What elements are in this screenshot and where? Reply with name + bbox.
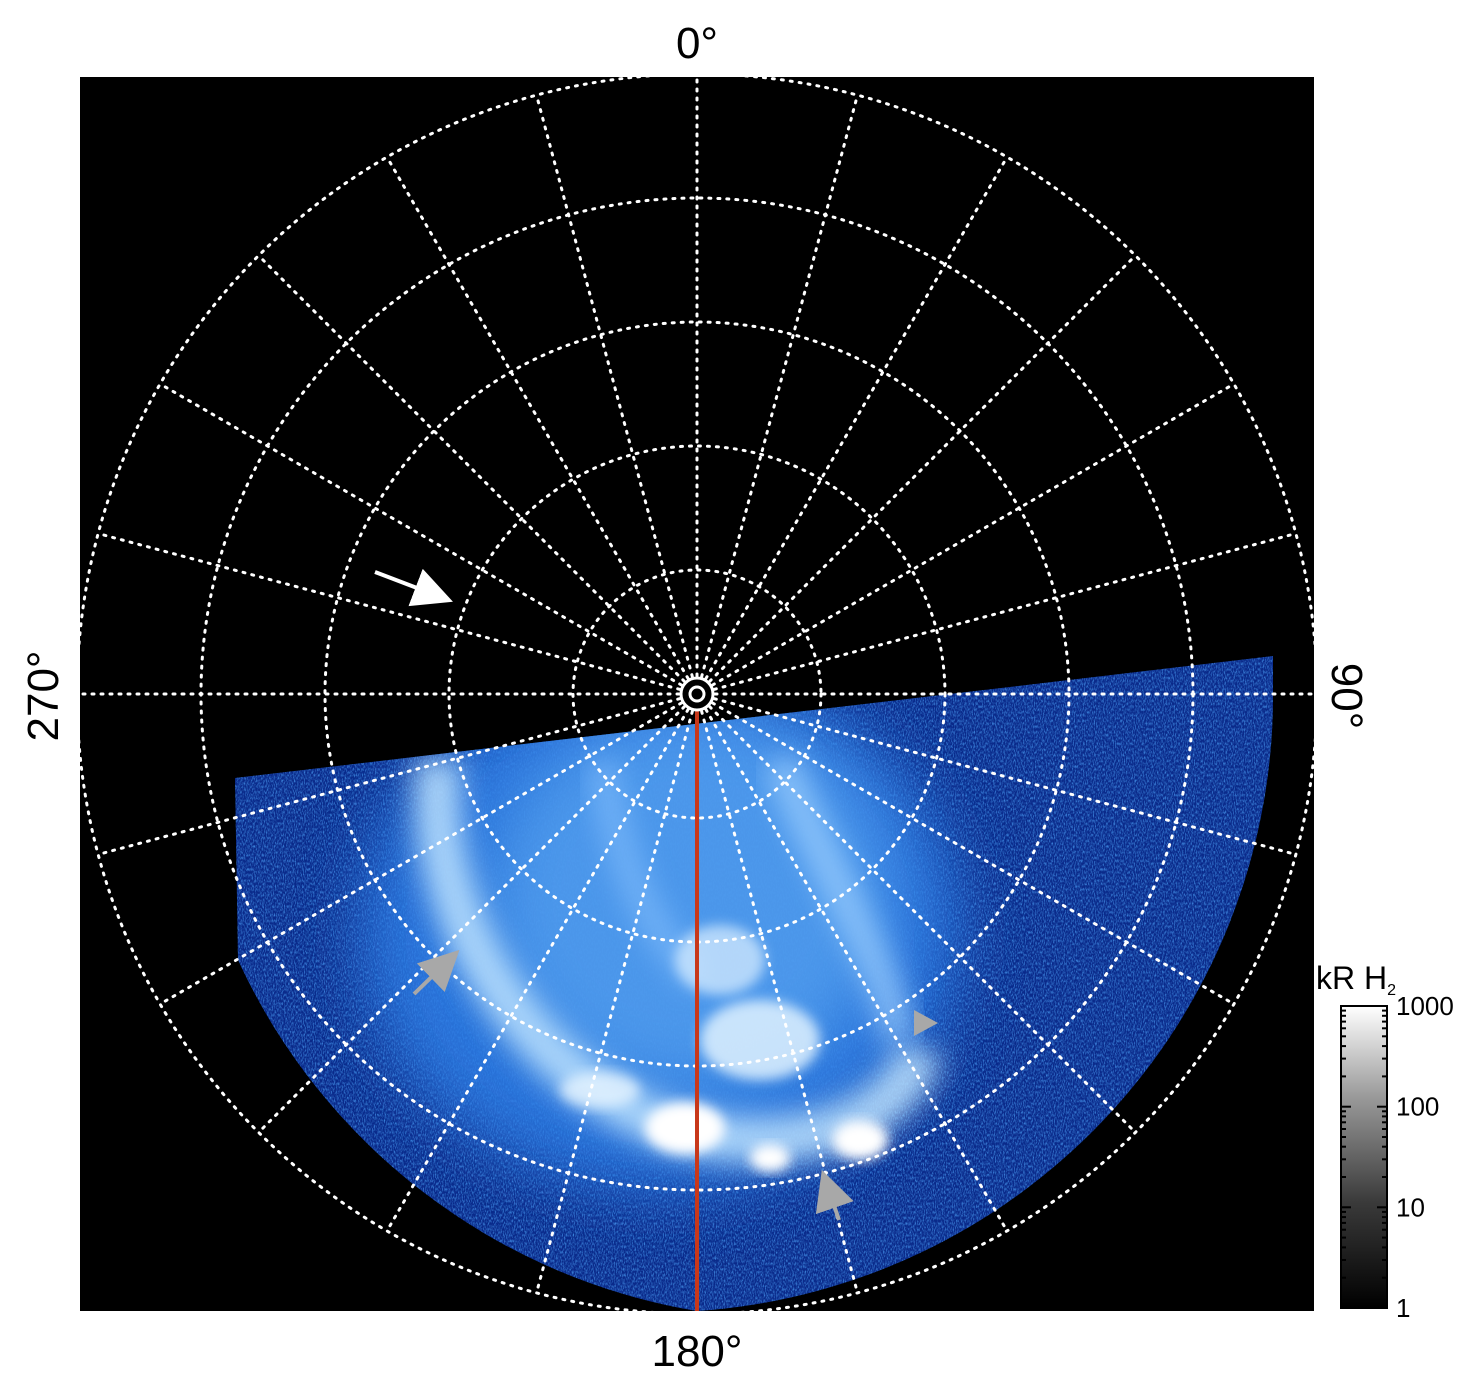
- colorbar-tick-label: 1000: [1396, 991, 1454, 1021]
- arrow-grey-bottom: [815, 1169, 854, 1221]
- longitude-label-top: 0°: [676, 19, 718, 68]
- arrow-grey-left: [412, 949, 460, 996]
- colorbar-tick-label: 10: [1396, 1192, 1425, 1222]
- arrow-grey-right: [914, 1010, 938, 1036]
- colorbar-tick-label: 100: [1396, 1092, 1439, 1122]
- colorbar-tick-label: 1: [1396, 1293, 1410, 1323]
- pole-marker: [679, 676, 715, 712]
- longitude-label-bottom: 180°: [651, 1327, 742, 1376]
- latitude-ring: [571, 568, 823, 820]
- arrow-white: [374, 568, 453, 607]
- colorbar-gradient: [1340, 1005, 1388, 1309]
- colorbar: kR H2 1000 100 10 1: [1316, 960, 1454, 1323]
- longitude-label-left: 270°: [19, 650, 68, 741]
- colorbar-ticks: 1000 100 10 1: [1341, 991, 1454, 1323]
- longitude-label-right: 90°: [1322, 663, 1371, 730]
- colorbar-title: kR H2: [1316, 960, 1396, 999]
